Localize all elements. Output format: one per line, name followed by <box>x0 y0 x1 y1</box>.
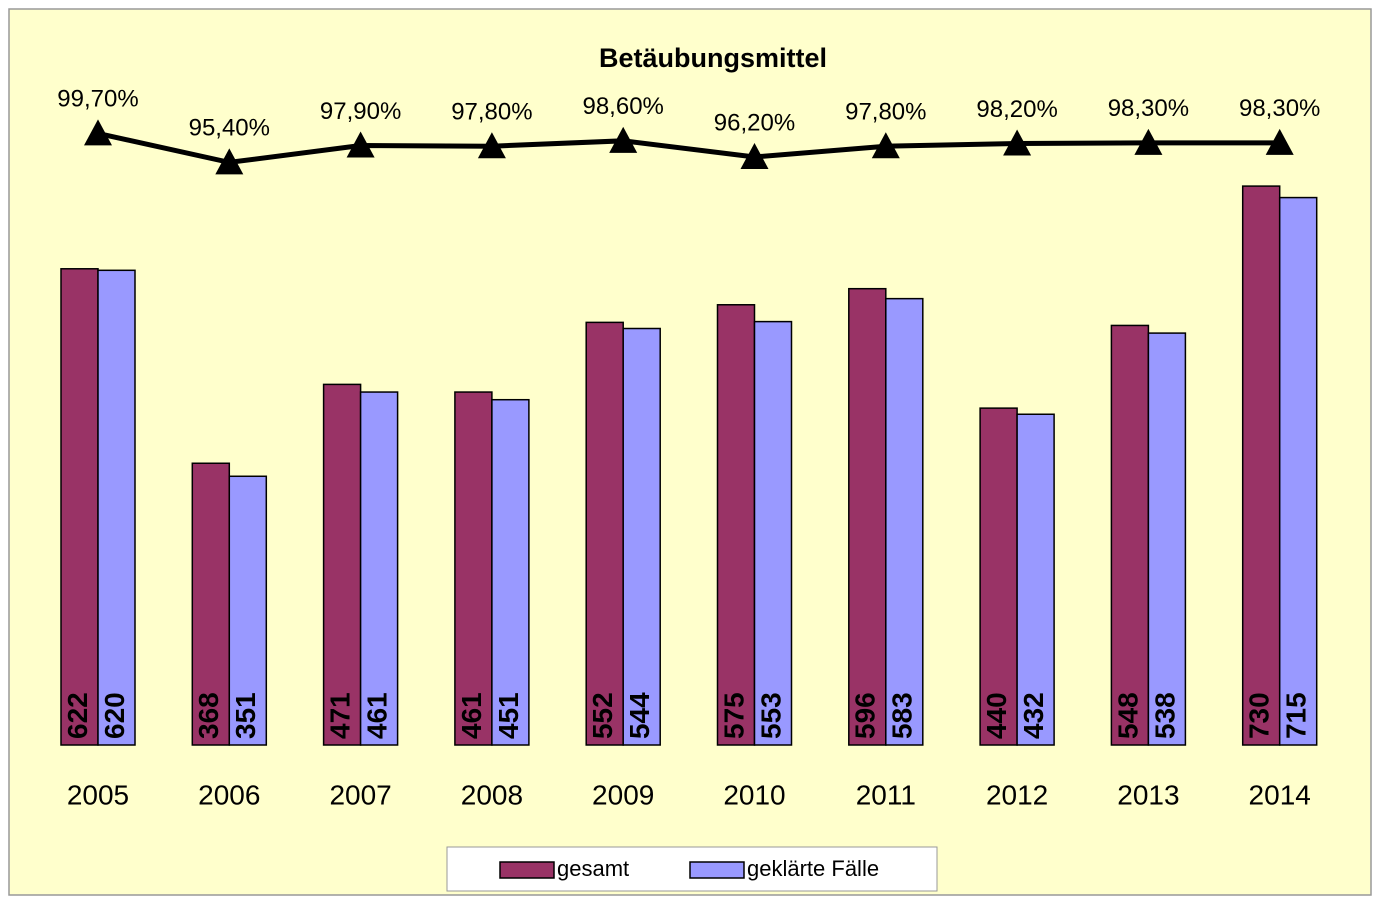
bar-value-label: 553 <box>755 692 786 739</box>
bar <box>585 321 624 746</box>
line-value-label: 99,70% <box>57 86 138 113</box>
bar <box>848 287 887 746</box>
bar-value-label: 620 <box>99 692 130 739</box>
x-tick-label: 2007 <box>329 779 391 810</box>
bar <box>1110 324 1150 746</box>
bar-value-label: 461 <box>456 692 487 739</box>
line-marker <box>1265 128 1294 155</box>
bar <box>885 297 924 746</box>
x-tick-label: 2009 <box>592 779 654 810</box>
bar <box>716 304 756 746</box>
x-tick-label: 2012 <box>986 779 1048 810</box>
x-tick-label: 2005 <box>67 779 129 810</box>
bar-value-label: 451 <box>493 692 524 739</box>
line-value-label: 96,20% <box>714 109 795 136</box>
legend-swatch <box>689 861 745 879</box>
x-tick-label: 2014 <box>1249 779 1311 810</box>
line-marker <box>477 132 506 159</box>
bar-value-label: 596 <box>850 692 881 739</box>
bar-value-label: 544 <box>624 692 655 739</box>
legend-swatch <box>499 861 555 879</box>
bar-value-label: 440 <box>981 692 1012 739</box>
bar-value-label: 351 <box>230 692 261 739</box>
bar-value-label: 538 <box>1149 692 1180 739</box>
bar-value-label: 583 <box>887 692 918 739</box>
bar-value-label: 622 <box>62 692 93 739</box>
bar-value-label: 715 <box>1281 692 1312 739</box>
x-tick-label: 2006 <box>198 779 260 810</box>
line-value-label: 98,20% <box>976 96 1057 123</box>
bar-value-label: 575 <box>718 692 749 739</box>
x-tick-label: 2010 <box>723 779 785 810</box>
bar-value-label: 552 <box>587 692 618 739</box>
line-marker <box>215 148 244 175</box>
bar <box>491 398 530 746</box>
bar <box>97 269 136 746</box>
chart-title: Betäubungsmittel <box>599 43 827 73</box>
bar <box>454 391 493 746</box>
bar-value-label: 471 <box>324 692 355 739</box>
legend-label: gesamt <box>557 856 629 881</box>
bar <box>359 391 399 746</box>
bar <box>1278 196 1318 746</box>
line-marker <box>1003 129 1032 156</box>
line-marker <box>346 131 375 158</box>
bar <box>1147 332 1187 746</box>
bar-value-label: 432 <box>1018 692 1049 739</box>
bar <box>322 383 362 746</box>
line-value-label: 98,30% <box>1239 95 1320 122</box>
line-value-label: 97,80% <box>451 99 532 126</box>
x-tick-label: 2013 <box>1117 779 1179 810</box>
bar-value-label: 548 <box>1112 692 1143 739</box>
bar-value-label: 461 <box>361 692 392 739</box>
line-value-label: 95,40% <box>189 115 270 142</box>
bar <box>191 462 231 746</box>
bar <box>622 327 661 746</box>
bar <box>1241 185 1281 746</box>
line-value-label: 98,30% <box>1108 95 1189 122</box>
x-tick-label: 2008 <box>461 779 523 810</box>
line-marker <box>740 143 769 169</box>
line-marker <box>609 126 638 153</box>
bar <box>60 268 99 746</box>
line-marker <box>84 119 112 146</box>
legend-label: geklärte Fälle <box>747 856 879 881</box>
line-marker <box>871 132 900 159</box>
bar <box>228 475 268 746</box>
bar-value-label: 368 <box>193 692 224 739</box>
bar <box>1016 413 1055 746</box>
bar <box>753 320 793 746</box>
bar-value-label: 730 <box>1244 692 1275 739</box>
line-value-label: 97,80% <box>845 99 926 126</box>
x-tick-label: 2011 <box>856 779 916 810</box>
line <box>97 130 1280 165</box>
line-value-label: 98,60% <box>582 93 663 120</box>
line-marker <box>1134 128 1163 155</box>
line-value-label: 97,90% <box>320 98 401 125</box>
